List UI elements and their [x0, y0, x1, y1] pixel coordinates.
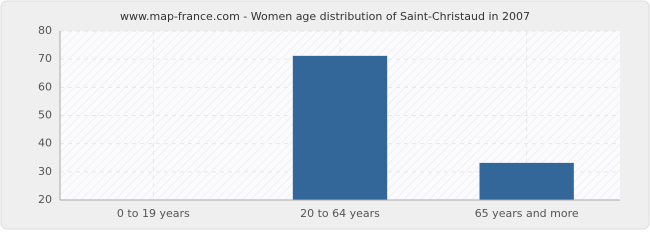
chart: www.map-france.com - Women age distribut…: [0, 0, 650, 230]
chart-title: www.map-france.com - Women age distribut…: [120, 10, 530, 23]
y-tick-label: 30: [38, 165, 52, 178]
y-tick-label: 80: [38, 24, 52, 37]
bar: [479, 162, 574, 201]
x-tick-label: 20 to 64 years: [300, 207, 380, 220]
y-tick-label: 20: [38, 193, 52, 206]
page: {"chart_data": {"type": "bar", "title": …: [0, 0, 650, 230]
y-tick-label: 60: [38, 80, 52, 93]
y-tick-label: 50: [38, 109, 52, 122]
x-tick-label: 65 years and more: [475, 207, 579, 220]
y-tick-label: 70: [38, 52, 52, 65]
x-tick-label: 0 to 19 years: [117, 207, 190, 220]
bar: [292, 55, 388, 201]
y-tick-label: 40: [38, 137, 52, 150]
